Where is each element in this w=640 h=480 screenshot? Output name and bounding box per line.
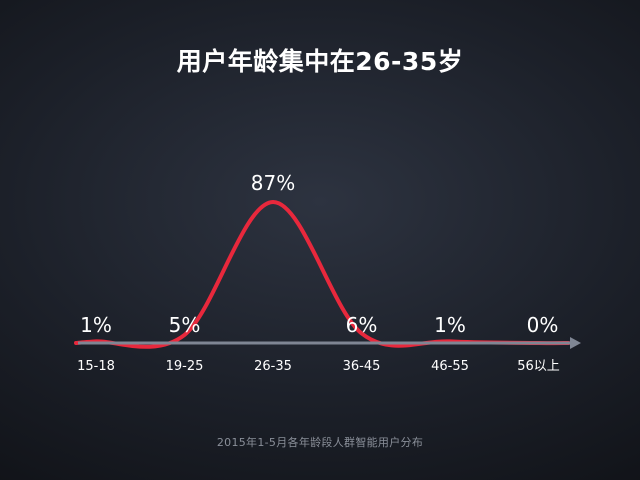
value-label-56以上: 0% [527,313,559,337]
value-label-26-35: 87% [251,171,295,195]
page-title: 用户年龄集中在26-35岁 [176,47,464,76]
value-label-36-45: 6% [346,313,378,337]
x-axis [78,337,581,349]
tick-label-19-25: 19-25 [166,359,204,374]
tick-label-15-18: 15-18 [77,359,115,374]
tick-label-56以上: 56以上 [517,359,560,374]
distribution-curve [74,199,571,349]
chart-caption: 2015年1-5月各年龄段人群智能用户分布 [216,436,424,449]
x-axis-arrow [570,337,581,349]
value-label-15-18: 1% [80,313,112,337]
tick-label-26-35: 26-35 [254,359,292,374]
value-label-46-55: 1% [434,313,466,337]
value-labels: 1% 5% 87% 6% 1% 0% [80,171,558,337]
value-label-19-25: 5% [169,313,201,337]
tick-label-46-55: 46-55 [431,359,469,374]
tick-label-36-45: 36-45 [343,359,381,374]
x-axis-tick-labels: 15-18 19-25 26-35 36-45 46-55 56以上 [77,359,560,374]
